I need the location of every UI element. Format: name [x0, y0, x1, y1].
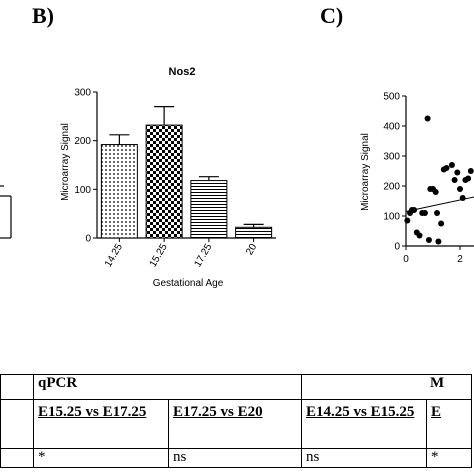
y-tick-label: 200: [74, 136, 91, 147]
data-point: [451, 177, 458, 183]
data-point: [467, 168, 474, 174]
panel-label-b: B): [32, 3, 54, 28]
table-row-comparisons: E15.25 vs E17.25 E17.25 vs E20 E14.25 vs…: [0, 399, 472, 449]
significance-table: qPCR M E15.25 vs E17.25 E17.25 vs E20 E1…: [0, 374, 472, 468]
data-point: [465, 175, 472, 182]
y-tick-label: 0: [85, 234, 91, 245]
comparison-e14-vs-e15: E14.25 vs E15.25: [301, 399, 427, 449]
bar: [100, 144, 138, 239]
comparison-e17-vs-e20: E17.25 vs E20: [168, 399, 302, 449]
y-tick-label: 0: [394, 242, 400, 253]
panel-a-fragment: [0, 185, 12, 239]
table-cell-empty: [0, 374, 34, 400]
table-row-results: * ns ns *: [0, 448, 472, 468]
bar: [145, 124, 183, 239]
result-cell: *: [426, 448, 472, 468]
data-point: [421, 210, 428, 216]
y-tick-label: 300: [383, 152, 400, 163]
section-qpcr: qPCR: [33, 374, 302, 400]
data-point: [459, 195, 466, 201]
x-tick-label: 0: [403, 254, 409, 265]
data-point: [438, 220, 445, 227]
table-header-row: qPCR M: [0, 374, 472, 400]
data-point: [448, 162, 455, 168]
data-point: [416, 232, 423, 239]
data-point: [425, 237, 432, 243]
data-point: [404, 217, 411, 224]
data-point: [443, 165, 450, 171]
table-cell-empty: [0, 448, 34, 468]
data-point: [457, 186, 463, 192]
nos2-bar-chart: Nos2 Microarray Signal Gestational Age 0…: [60, 66, 276, 289]
result-cell: ns: [301, 448, 427, 468]
data-point: [424, 115, 431, 122]
y-tick-label: 200: [383, 182, 400, 193]
data-point: [435, 238, 442, 245]
x-tick-label: 20: [244, 242, 259, 258]
y-tick-label: 300: [74, 88, 91, 99]
chart-title: Nos2: [169, 66, 196, 78]
y-tick-label: 100: [383, 212, 400, 223]
y-axis-label: Microarray Signal: [360, 133, 371, 211]
x-tick-label: 2: [457, 254, 463, 265]
data-point: [411, 207, 418, 213]
scatter-chart: Microarray Signal 0 100 200 300 400 500 0 2: [360, 92, 474, 265]
data-point: [434, 210, 441, 216]
comparison-partial: E: [426, 399, 472, 449]
data-point: [454, 169, 461, 176]
bar: [190, 180, 228, 239]
panel-label-c: C): [320, 3, 344, 28]
y-tick-label: 500: [383, 92, 400, 103]
section-m: M: [301, 374, 472, 400]
comparison-e15-vs-e17: E15.25 vs E17.25: [33, 399, 169, 449]
x-axis-label: Gestational Age: [153, 278, 224, 289]
table-cell-empty: [0, 399, 34, 449]
y-tick-label: 400: [383, 122, 400, 133]
data-point: [432, 189, 439, 195]
result-cell: ns: [168, 448, 302, 468]
result-cell: *: [33, 448, 169, 468]
y-tick-label: 100: [74, 185, 91, 196]
y-axis-label: Microarray Signal: [60, 123, 71, 201]
